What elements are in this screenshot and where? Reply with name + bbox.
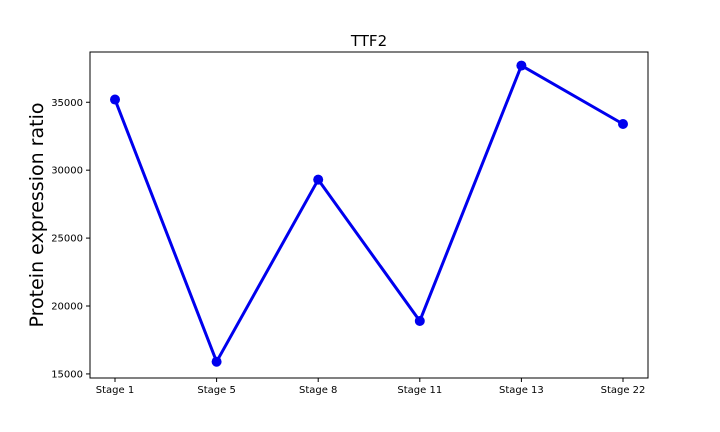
plot-area-frame — [89, 51, 649, 379]
x-tick-label: Stage 13 — [499, 385, 544, 396]
y-tick-label: 35000 — [51, 98, 83, 109]
y-tick-label: 25000 — [51, 234, 83, 245]
data-point — [516, 60, 527, 71]
data-point — [313, 174, 324, 185]
x-tick-label: Stage 1 — [96, 385, 134, 396]
x-tick-label: Stage 5 — [197, 385, 235, 396]
y-tick-label: 15000 — [51, 369, 83, 380]
data-point — [414, 315, 425, 326]
series-line — [113, 64, 625, 364]
y-axis-ticks: 15000 20000 25000 30000 35000 — [51, 98, 90, 380]
y-tick-label: 30000 — [51, 166, 83, 177]
data-point — [211, 356, 222, 367]
y-tick-label: 20000 — [51, 302, 83, 313]
x-tick-label: Stage 8 — [299, 385, 337, 396]
data-point — [110, 94, 120, 105]
data-point — [618, 118, 628, 129]
x-tick-label: Stage 22 — [601, 385, 646, 396]
series-layer — [110, 60, 628, 367]
x-tick-label: Stage 11 — [397, 385, 442, 396]
y-axis-label: Protein expression ratio — [26, 103, 48, 328]
chart-title: TTF2 — [350, 32, 387, 50]
x-axis-ticks: Stage 1 Stage 5 Stage 8 Stage 11 Stage 13 Sta… — [96, 378, 646, 396]
